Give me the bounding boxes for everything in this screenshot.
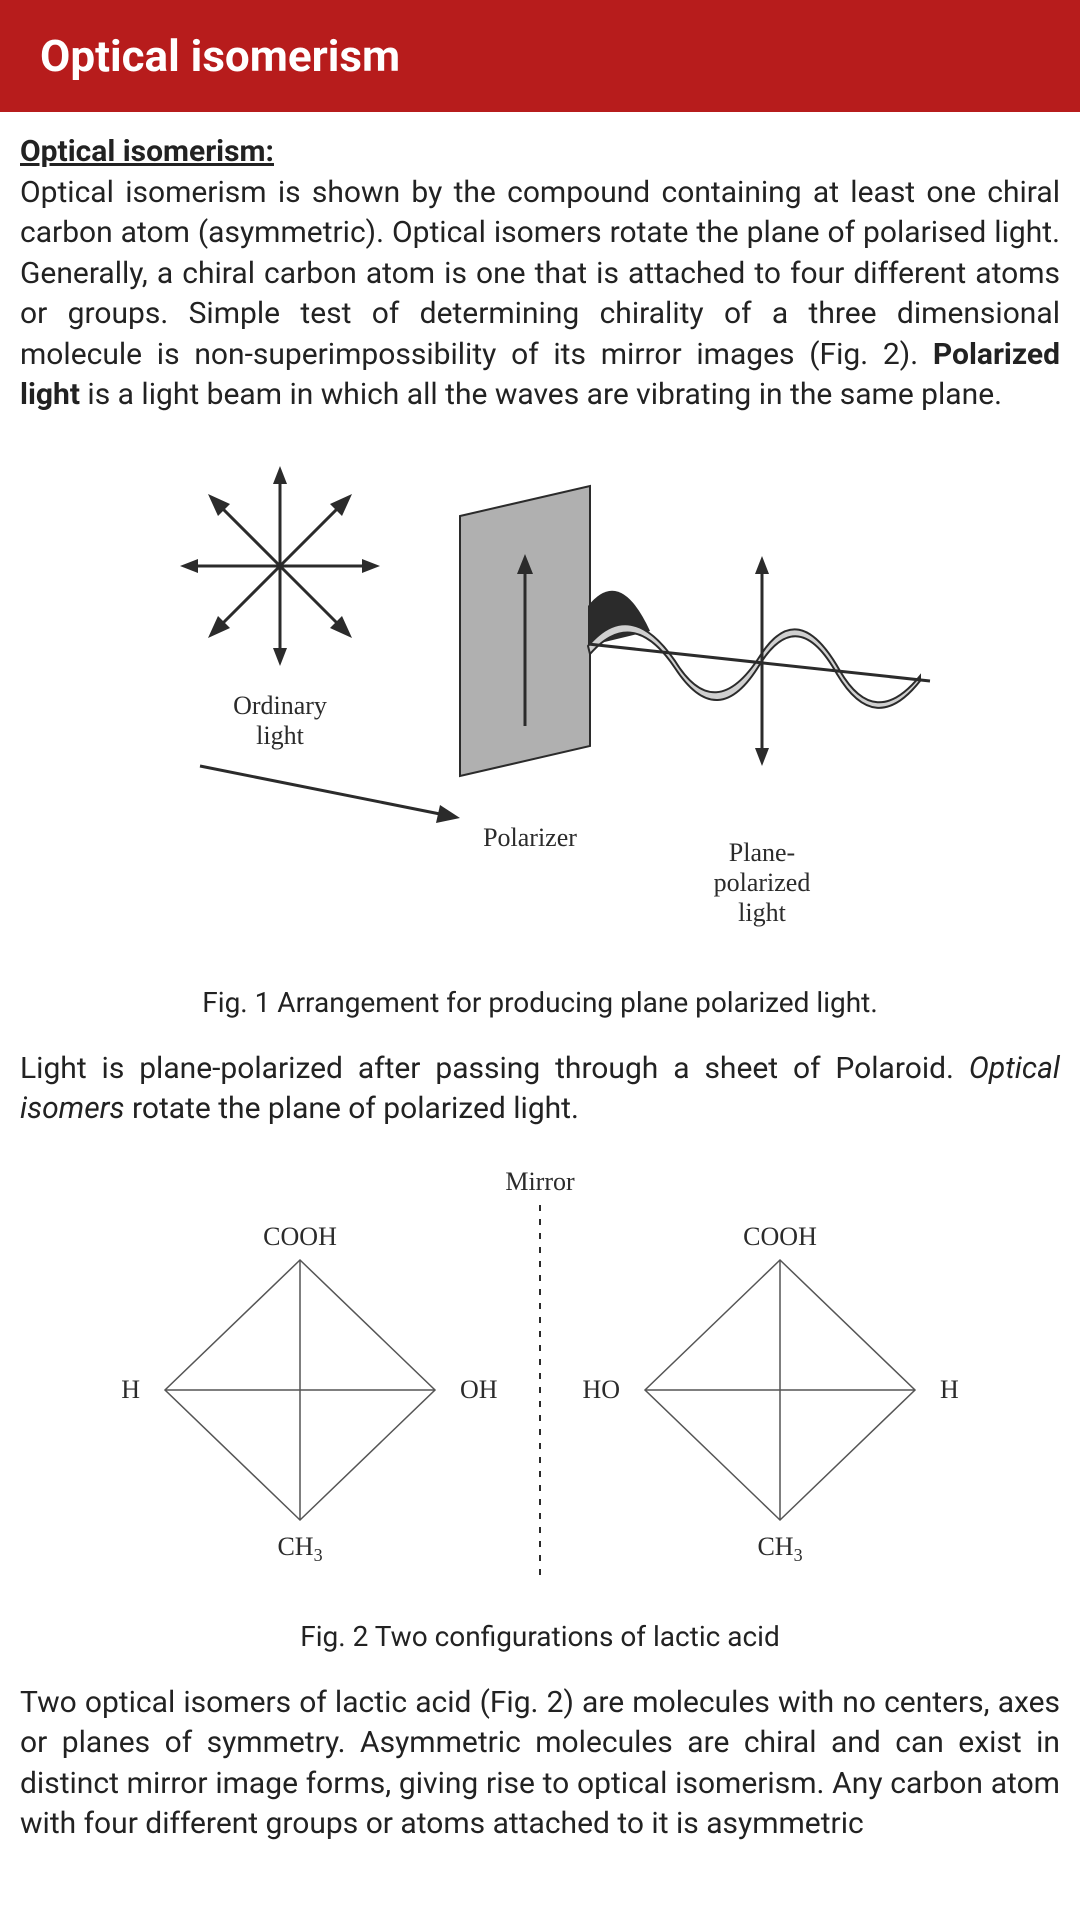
label-oh-left: OH xyxy=(460,1375,498,1404)
figure-1-caption: Fig. 1 Arrangement for producing plane p… xyxy=(20,986,1060,1019)
molecule-left: COOH H OH CH3 xyxy=(121,1222,498,1565)
label-h-left: H xyxy=(121,1375,140,1404)
figure-2-caption: Fig. 2 Two configurations of lactic acid xyxy=(20,1620,1060,1653)
label-ho-right: HO xyxy=(582,1375,620,1404)
section-title: Optical isomerism: xyxy=(20,134,274,169)
label-cooh-right: COOH xyxy=(743,1222,817,1251)
plane-polarized-label-3: light xyxy=(738,898,786,927)
content-area: Optical isomerism: Optical isomerism is … xyxy=(0,112,1080,1885)
para2-post: rotate the plane of polarized light. xyxy=(125,1091,579,1126)
para1-pre: Optical isomerism is shown by the compou… xyxy=(20,175,1060,372)
para2-pre: Light is plane-polarized after passing t… xyxy=(20,1051,969,1086)
ordinary-light-rays xyxy=(180,466,380,666)
label-h-right: H xyxy=(940,1375,959,1404)
polarizer-label: Polarizer xyxy=(483,823,577,852)
label-cooh-left: COOH xyxy=(263,1222,337,1251)
intro-paragraph: Optical isomerism: Optical isomerism is … xyxy=(20,132,1060,416)
para1-post: is a light beam in which all the waves a… xyxy=(80,377,1002,412)
label-ch3-right: CH3 xyxy=(757,1532,802,1565)
figure-2: Mirror COOH H OH CH3 COOH HO H C xyxy=(40,1160,1040,1600)
page-header: Optical isomerism xyxy=(0,0,1080,112)
page-title: Optical isomerism xyxy=(40,30,1040,82)
plane-polarized-label-2: polarized xyxy=(714,868,811,897)
paragraph-3: Two optical isomers of lactic acid (Fig.… xyxy=(20,1683,1060,1845)
molecule-right: COOH HO H CH3 xyxy=(582,1222,959,1565)
plane-polarized-label-1: Plane- xyxy=(729,838,795,867)
ordinary-light-label-1: Ordinary xyxy=(233,691,327,720)
plane-polarized-wave xyxy=(588,556,930,766)
label-ch3-left: CH3 xyxy=(277,1532,322,1565)
ordinary-light-label-2: light xyxy=(256,721,304,750)
paragraph-2: Light is plane-polarized after passing t… xyxy=(20,1049,1060,1130)
figure-1: Ordinary light Polarizer Plane- polarize… xyxy=(130,446,950,966)
mirror-label: Mirror xyxy=(505,1167,575,1196)
